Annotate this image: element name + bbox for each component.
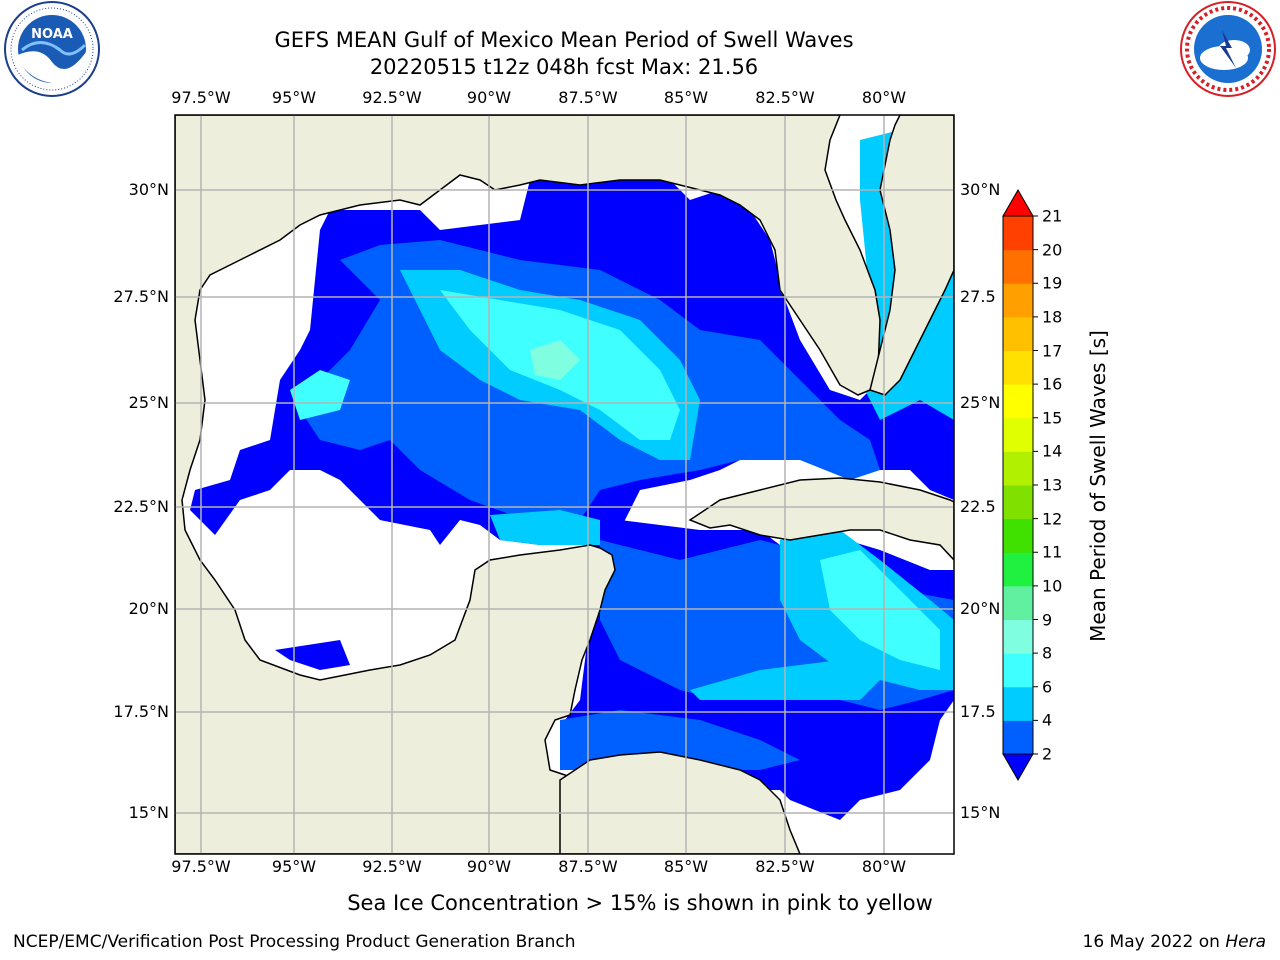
swell-period-field xyxy=(190,115,954,820)
colorbar xyxy=(1002,188,1038,782)
nws-logo-icon xyxy=(1180,1,1276,97)
colorbar-segment xyxy=(1003,518,1033,553)
colorbar-tick-label: 12 xyxy=(1042,509,1063,529)
colorbar-segment xyxy=(1003,720,1033,755)
lon-tick-label: 92.5°W xyxy=(362,88,422,107)
lat-tick-label: 20°N xyxy=(960,599,1001,618)
colorbar-tick-label: 14 xyxy=(1042,441,1063,461)
lon-tick-label: 85°W xyxy=(663,857,709,876)
colorbar-label: Mean Period of Swell Waves [s] xyxy=(1086,330,1110,642)
colorbar-tick-label: 9 xyxy=(1042,610,1053,629)
colorbar-tick-label: 21 xyxy=(1042,206,1063,226)
lat-tick-label: 30°N xyxy=(128,180,169,199)
lat-tick-label: 17.5°N xyxy=(113,702,169,721)
colorbar-tick-label: 4 xyxy=(1042,710,1053,730)
sea-ice-note: Sea Ice Concentration > 15% is shown in … xyxy=(347,891,933,915)
graticule xyxy=(175,115,954,854)
lon-tick-label: 95°W xyxy=(271,88,317,107)
colorbar-tick-label: 20 xyxy=(1042,240,1063,260)
colorbar-tick-label: 8 xyxy=(1042,643,1053,663)
lat-tick-label: 17.5 xyxy=(960,702,996,721)
colorbar-segment xyxy=(1003,686,1033,721)
colorbar-tick-label: 13 xyxy=(1042,475,1063,495)
colorbar-tick-label: 2 xyxy=(1042,744,1053,764)
lon-tick-label: 90°W xyxy=(466,857,512,876)
lon-tick-label: 80°W xyxy=(861,88,907,107)
colorbar-segment xyxy=(1003,350,1033,385)
chart-subtitle: 20220515 t12z 048h fcst Max: 21.56 xyxy=(369,55,759,79)
colorbar-tick-label: 10 xyxy=(1042,576,1063,596)
colorbar-segment xyxy=(1003,417,1033,452)
lon-tick-label: 80°W xyxy=(861,857,907,876)
colorbar-over-extension xyxy=(1002,188,1034,217)
chart-title: GEFS MEAN Gulf of Mexico Mean Period of … xyxy=(274,28,854,52)
colorbar-tick-label: 15 xyxy=(1042,408,1063,428)
colorbar-segment xyxy=(1003,451,1033,486)
lat-tick-label: 20°N xyxy=(128,599,169,618)
colorbar-segment xyxy=(1003,316,1033,351)
lon-tick-label: 92.5°W xyxy=(362,857,422,876)
lon-tick-label: 87.5°W xyxy=(558,857,618,876)
lat-tick-label: 22.5°N xyxy=(113,497,169,516)
lon-tick-label: 97.5°W xyxy=(171,857,231,876)
noaa-logo-text: NOAA xyxy=(31,27,73,42)
colorbar-under-extension xyxy=(1002,753,1034,782)
colorbar-tick-label: 18 xyxy=(1042,307,1063,327)
lon-tick-label: 87.5°W xyxy=(558,88,618,107)
colorbar-segment xyxy=(1003,585,1033,620)
footer-date: 16 May 2022 on Hera xyxy=(1083,932,1267,952)
footer-machine: Hera xyxy=(1225,932,1266,952)
footer-credit: NCEP/EMC/Verification Post Processing Pr… xyxy=(13,932,576,952)
colorbar-segment xyxy=(1003,283,1033,318)
map-frame xyxy=(174,114,955,855)
lat-tick-label: 30°N xyxy=(960,180,1001,199)
lat-tick-label: 25°N xyxy=(128,393,169,412)
lat-tick-label: 25°N xyxy=(960,393,1001,412)
colorbar-tick-label: 6 xyxy=(1042,677,1053,697)
lat-tick-label: 27.5°N xyxy=(113,287,169,306)
colorbar-segment xyxy=(1003,485,1033,520)
lon-tick-label: 97.5°W xyxy=(171,88,231,107)
lon-tick-label: 85°W xyxy=(663,88,709,107)
colorbar-tick-label: 19 xyxy=(1042,273,1063,293)
footer-date-text: 16 May 2022 on xyxy=(1082,932,1220,952)
colorbar-segment xyxy=(1003,216,1033,251)
lon-tick-label: 95°W xyxy=(271,857,317,876)
lat-tick-label: 22.5 xyxy=(960,497,996,516)
colorbar-tick-label: 17 xyxy=(1042,341,1063,360)
noaa-logo-icon: NOAA xyxy=(4,1,100,97)
colorbar-tick-label: 11 xyxy=(1042,542,1063,562)
land-masses xyxy=(175,115,954,854)
colorbar-segment xyxy=(1003,249,1033,284)
colorbar-segment xyxy=(1003,384,1033,419)
lon-tick-label: 82.5°W xyxy=(755,857,815,876)
colorbar-segment xyxy=(1003,552,1033,587)
lon-tick-label: 82.5°W xyxy=(755,88,815,107)
colorbar-segment xyxy=(1003,619,1033,654)
colorbar-segment xyxy=(1003,653,1033,688)
colorbar-tick-label: 16 xyxy=(1042,374,1063,394)
lat-tick-label: 27.5 xyxy=(960,287,996,306)
lon-tick-label: 90°W xyxy=(466,88,512,107)
lat-tick-label: 15°N xyxy=(960,803,1001,822)
lat-tick-label: 15°N xyxy=(128,803,169,822)
